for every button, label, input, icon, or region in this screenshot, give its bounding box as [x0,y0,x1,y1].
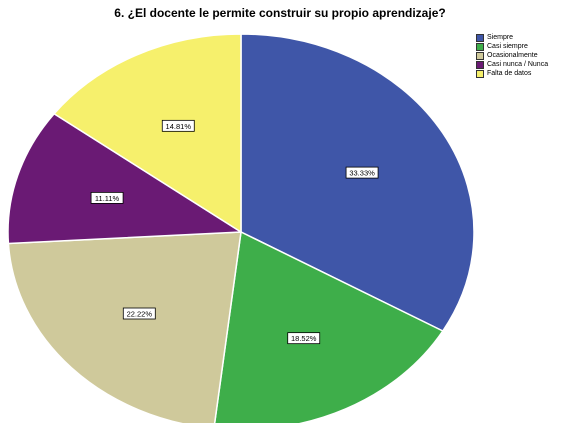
legend-item: Falta de datos [476,69,548,78]
legend-label: Ocasionalmente [487,52,538,59]
legend-swatch [476,60,484,69]
legend-swatch [476,51,484,60]
legend-item: Ocasionalmente [476,51,548,60]
slice-percent-text: 22.22% [127,310,153,319]
pie-slice [213,230,444,423]
legend-swatch [476,69,484,78]
legend-swatch [476,33,484,42]
legend-item: Casi nunca / Nunca [476,60,548,69]
slice-data-label: 14.81% [161,119,195,132]
pie-slice [7,112,244,245]
legend: Siempre Casi siempre Ocasionalmente Casi nu… [476,33,548,78]
legend-label: Falta de datos [487,70,532,77]
pie-slice [52,33,242,234]
slice-percent-text: 11.11% [95,194,120,203]
slice-data-label: 33.33% [345,166,379,179]
slice-percent-text: 33.33% [349,169,375,178]
pie-slice [7,231,242,423]
slice-data-label: 11.11% [90,192,124,204]
legend-item: Casi siempre [476,42,548,51]
slice-percent-text: 14.81% [166,122,192,131]
legend-label: Siempre [487,34,514,41]
legend-label: Casi siempre [487,43,528,50]
slice-percent-text: 18.52% [291,334,317,343]
legend-item: Siempre [476,33,548,42]
slice-data-label: 22.22% [122,307,156,320]
legend-swatch [476,42,484,51]
chart-title: 6. ¿El docente le permite construir su p… [114,6,446,20]
pie-slice [240,33,475,332]
legend-label: Casi nunca / Nunca [487,61,549,68]
slice-data-label: 18.52% [287,332,321,345]
